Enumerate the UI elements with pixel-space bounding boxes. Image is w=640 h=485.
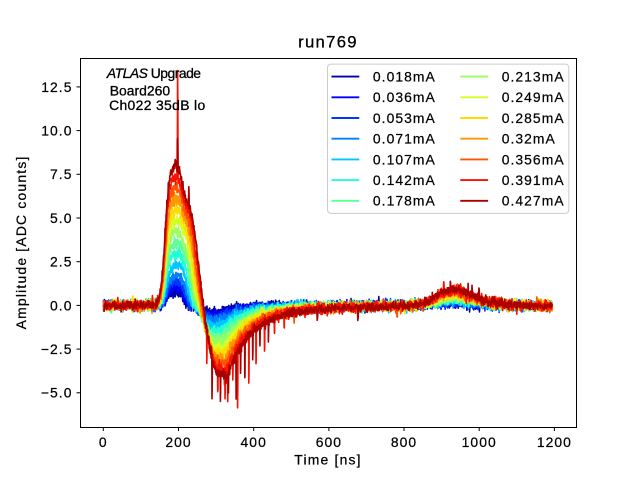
svg-text:Ch022 35dB lo: Ch022 35dB lo bbox=[109, 97, 205, 113]
svg-text:2.5: 2.5 bbox=[50, 254, 72, 270]
svg-text:800: 800 bbox=[391, 434, 417, 450]
svg-text:0.427mA: 0.427mA bbox=[502, 193, 565, 209]
svg-text:Time [ns]: Time [ns] bbox=[294, 452, 361, 468]
svg-text:run769: run769 bbox=[298, 33, 358, 52]
svg-text:0.142mA: 0.142mA bbox=[373, 172, 436, 188]
svg-text:400: 400 bbox=[241, 434, 267, 450]
svg-text:0.0: 0.0 bbox=[50, 297, 72, 313]
svg-text:0.178mA: 0.178mA bbox=[373, 193, 436, 209]
svg-text:0.213mA: 0.213mA bbox=[502, 69, 565, 85]
svg-text:0.249mA: 0.249mA bbox=[502, 89, 565, 105]
svg-text:Board260: Board260 bbox=[110, 83, 171, 99]
svg-text:1000: 1000 bbox=[462, 434, 497, 450]
svg-text:0.053mA: 0.053mA bbox=[373, 110, 436, 126]
svg-text:600: 600 bbox=[316, 434, 342, 450]
svg-text:0.018mA: 0.018mA bbox=[373, 69, 436, 85]
svg-text:10.0: 10.0 bbox=[41, 123, 72, 139]
svg-text:ATLAS Upgrade: ATLAS Upgrade bbox=[106, 65, 201, 81]
svg-text:200: 200 bbox=[165, 434, 191, 450]
svg-text:0.036mA: 0.036mA bbox=[373, 89, 436, 105]
svg-text:0.391mA: 0.391mA bbox=[502, 172, 565, 188]
svg-text:−5.0: −5.0 bbox=[41, 385, 73, 401]
svg-text:12.5: 12.5 bbox=[41, 79, 72, 95]
svg-text:0.107mA: 0.107mA bbox=[373, 151, 436, 167]
svg-text:7.5: 7.5 bbox=[50, 166, 72, 182]
svg-text:1200: 1200 bbox=[537, 434, 572, 450]
svg-text:0: 0 bbox=[99, 434, 108, 450]
svg-text:0.071mA: 0.071mA bbox=[373, 131, 436, 147]
svg-text:0.356mA: 0.356mA bbox=[502, 151, 565, 167]
svg-text:−2.5: −2.5 bbox=[41, 341, 73, 357]
svg-text:5.0: 5.0 bbox=[50, 210, 72, 226]
svg-text:0.285mA: 0.285mA bbox=[502, 110, 565, 126]
svg-text:Amplitude [ADC counts]: Amplitude [ADC counts] bbox=[13, 155, 29, 329]
svg-text:0.32mA: 0.32mA bbox=[502, 131, 556, 147]
